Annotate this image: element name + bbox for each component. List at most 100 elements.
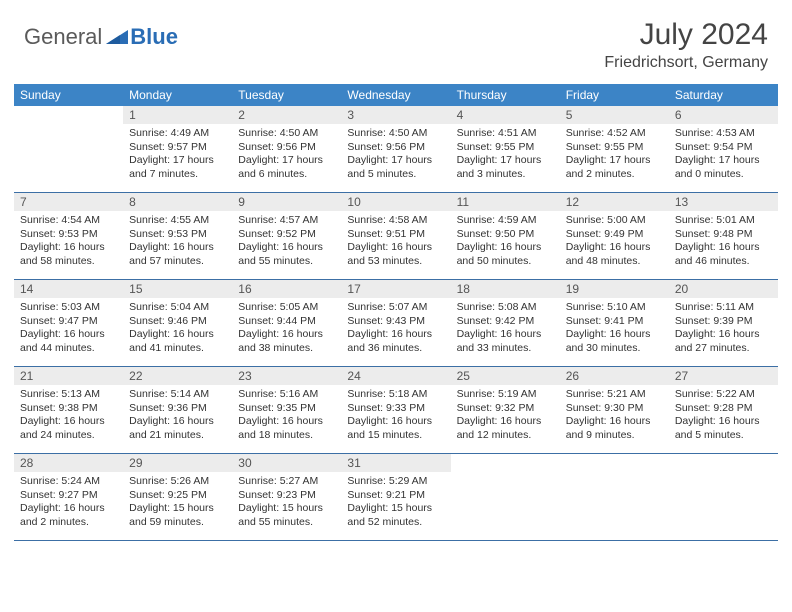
day-number: 12 (560, 193, 669, 211)
day-number: 3 (341, 106, 450, 124)
day-cell: 2Sunrise: 4:50 AMSunset: 9:56 PMDaylight… (232, 106, 341, 192)
day-body: Sunrise: 4:54 AMSunset: 9:53 PMDaylight:… (14, 211, 123, 272)
daylight-text: Daylight: 15 hours and 52 minutes. (347, 502, 444, 529)
sunset-text: Sunset: 9:56 PM (347, 141, 444, 155)
day-cell: 14Sunrise: 5:03 AMSunset: 9:47 PMDayligh… (14, 280, 123, 366)
dow-header: Friday (560, 84, 669, 106)
sunset-text: Sunset: 9:42 PM (457, 315, 554, 329)
day-number: 28 (14, 454, 123, 472)
sunset-text: Sunset: 9:57 PM (129, 141, 226, 155)
day-number: 19 (560, 280, 669, 298)
sunrise-text: Sunrise: 5:16 AM (238, 388, 335, 402)
day-number: 26 (560, 367, 669, 385)
daylight-text: Daylight: 16 hours and 53 minutes. (347, 241, 444, 268)
day-body: Sunrise: 5:08 AMSunset: 9:42 PMDaylight:… (451, 298, 560, 359)
sunrise-text: Sunrise: 4:50 AM (238, 127, 335, 141)
sunrise-text: Sunrise: 4:53 AM (675, 127, 772, 141)
day-cell: 31Sunrise: 5:29 AMSunset: 9:21 PMDayligh… (341, 454, 450, 540)
day-body: Sunrise: 5:10 AMSunset: 9:41 PMDaylight:… (560, 298, 669, 359)
sunrise-text: Sunrise: 5:04 AM (129, 301, 226, 315)
daylight-text: Daylight: 16 hours and 15 minutes. (347, 415, 444, 442)
daylight-text: Daylight: 16 hours and 57 minutes. (129, 241, 226, 268)
daylight-text: Daylight: 16 hours and 50 minutes. (457, 241, 554, 268)
week-row: 28Sunrise: 5:24 AMSunset: 9:27 PMDayligh… (14, 454, 778, 541)
day-cell: 9Sunrise: 4:57 AMSunset: 9:52 PMDaylight… (232, 193, 341, 279)
sunrise-text: Sunrise: 5:00 AM (566, 214, 663, 228)
day-number: 13 (669, 193, 778, 211)
sunrise-text: Sunrise: 5:13 AM (20, 388, 117, 402)
day-cell: . (14, 106, 123, 192)
sunset-text: Sunset: 9:55 PM (457, 141, 554, 155)
sunset-text: Sunset: 9:43 PM (347, 315, 444, 329)
daylight-text: Daylight: 16 hours and 46 minutes. (675, 241, 772, 268)
day-number: 25 (451, 367, 560, 385)
day-cell: 28Sunrise: 5:24 AMSunset: 9:27 PMDayligh… (14, 454, 123, 540)
sunrise-text: Sunrise: 5:10 AM (566, 301, 663, 315)
day-number: 4 (451, 106, 560, 124)
daylight-text: Daylight: 17 hours and 6 minutes. (238, 154, 335, 181)
day-cell: 25Sunrise: 5:19 AMSunset: 9:32 PMDayligh… (451, 367, 560, 453)
day-cell: 7Sunrise: 4:54 AMSunset: 9:53 PMDaylight… (14, 193, 123, 279)
day-cell: 21Sunrise: 5:13 AMSunset: 9:38 PMDayligh… (14, 367, 123, 453)
daylight-text: Daylight: 16 hours and 44 minutes. (20, 328, 117, 355)
sunrise-text: Sunrise: 4:51 AM (457, 127, 554, 141)
daylight-text: Daylight: 16 hours and 36 minutes. (347, 328, 444, 355)
sunset-text: Sunset: 9:28 PM (675, 402, 772, 416)
daylight-text: Daylight: 16 hours and 33 minutes. (457, 328, 554, 355)
sunrise-text: Sunrise: 5:22 AM (675, 388, 772, 402)
page-title: July 2024 (604, 18, 768, 52)
logo-mark-icon (106, 26, 128, 49)
day-cell: 29Sunrise: 5:26 AMSunset: 9:25 PMDayligh… (123, 454, 232, 540)
day-cell: 30Sunrise: 5:27 AMSunset: 9:23 PMDayligh… (232, 454, 341, 540)
sunset-text: Sunset: 9:44 PM (238, 315, 335, 329)
day-body: Sunrise: 5:05 AMSunset: 9:44 PMDaylight:… (232, 298, 341, 359)
day-number: 10 (341, 193, 450, 211)
day-number: 2 (232, 106, 341, 124)
day-cell: . (560, 454, 669, 540)
week-row: 7Sunrise: 4:54 AMSunset: 9:53 PMDaylight… (14, 193, 778, 280)
daylight-text: Daylight: 16 hours and 21 minutes. (129, 415, 226, 442)
logo-text-general: General (24, 24, 102, 50)
day-cell: 17Sunrise: 5:07 AMSunset: 9:43 PMDayligh… (341, 280, 450, 366)
day-cell: 11Sunrise: 4:59 AMSunset: 9:50 PMDayligh… (451, 193, 560, 279)
daylight-text: Daylight: 16 hours and 18 minutes. (238, 415, 335, 442)
dow-header: Saturday (669, 84, 778, 106)
daylight-text: Daylight: 16 hours and 12 minutes. (457, 415, 554, 442)
day-cell: 23Sunrise: 5:16 AMSunset: 9:35 PMDayligh… (232, 367, 341, 453)
day-cell: 3Sunrise: 4:50 AMSunset: 9:56 PMDaylight… (341, 106, 450, 192)
dow-header: Tuesday (232, 84, 341, 106)
sunrise-text: Sunrise: 4:57 AM (238, 214, 335, 228)
daylight-text: Daylight: 16 hours and 48 minutes. (566, 241, 663, 268)
day-body: Sunrise: 5:13 AMSunset: 9:38 PMDaylight:… (14, 385, 123, 446)
sunset-text: Sunset: 9:53 PM (20, 228, 117, 242)
day-cell: 6Sunrise: 4:53 AMSunset: 9:54 PMDaylight… (669, 106, 778, 192)
day-cell: 8Sunrise: 4:55 AMSunset: 9:53 PMDaylight… (123, 193, 232, 279)
daylight-text: Daylight: 16 hours and 58 minutes. (20, 241, 117, 268)
sunset-text: Sunset: 9:46 PM (129, 315, 226, 329)
sunrise-text: Sunrise: 5:11 AM (675, 301, 772, 315)
day-body: Sunrise: 4:59 AMSunset: 9:50 PMDaylight:… (451, 211, 560, 272)
day-cell: 4 Sunrise: 4:51 AMSunset: 9:55 PMDaylight… (451, 106, 560, 192)
daylight-text: Daylight: 17 hours and 5 minutes. (347, 154, 444, 181)
day-cell: 20Sunrise: 5:11 AMSunset: 9:39 PMDayligh… (669, 280, 778, 366)
sunset-text: Sunset: 9:27 PM (20, 489, 117, 503)
day-number: 21 (14, 367, 123, 385)
day-number: 16 (232, 280, 341, 298)
sunrise-text: Sunrise: 4:58 AM (347, 214, 444, 228)
day-cell: 12Sunrise: 5:00 AMSunset: 9:49 PMDayligh… (560, 193, 669, 279)
daylight-text: Daylight: 16 hours and 38 minutes. (238, 328, 335, 355)
daylight-text: Daylight: 17 hours and 3 minutes. (457, 154, 554, 181)
day-cell: 16Sunrise: 5:05 AMSunset: 9:44 PMDayligh… (232, 280, 341, 366)
day-number: 14 (14, 280, 123, 298)
sunrise-text: Sunrise: 5:27 AM (238, 475, 335, 489)
day-cell: 22Sunrise: 5:14 AMSunset: 9:36 PMDayligh… (123, 367, 232, 453)
calendar: SundayMondayTuesdayWednesdayThursdayFrid… (14, 84, 778, 541)
sunset-text: Sunset: 9:48 PM (675, 228, 772, 242)
daylight-text: Daylight: 15 hours and 55 minutes. (238, 502, 335, 529)
sunrise-text: Sunrise: 5:18 AM (347, 388, 444, 402)
dow-header: Sunday (14, 84, 123, 106)
sunset-text: Sunset: 9:54 PM (675, 141, 772, 155)
daylight-text: Daylight: 16 hours and 24 minutes. (20, 415, 117, 442)
day-cell: 27Sunrise: 5:22 AMSunset: 9:28 PMDayligh… (669, 367, 778, 453)
sunrise-text: Sunrise: 5:21 AM (566, 388, 663, 402)
